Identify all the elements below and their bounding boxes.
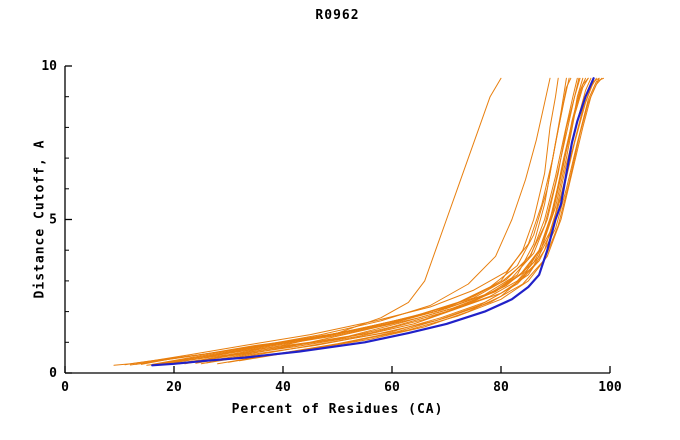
x-tick-label: 20 bbox=[166, 380, 182, 395]
model-line bbox=[157, 77, 567, 365]
model-line bbox=[113, 77, 559, 366]
y-tick-label: 10 bbox=[41, 59, 57, 74]
model-line bbox=[238, 77, 589, 362]
model-line bbox=[168, 77, 586, 365]
y-tick-label: 5 bbox=[49, 213, 57, 228]
x-axis-label: Percent of Residues (CA) bbox=[231, 402, 444, 417]
model-line bbox=[146, 77, 502, 366]
model-line bbox=[206, 77, 604, 364]
model-line bbox=[140, 77, 580, 365]
chart-title: R0962 bbox=[315, 8, 360, 23]
model-line bbox=[178, 77, 589, 365]
x-tick-label: 80 bbox=[493, 380, 509, 395]
model-line bbox=[135, 77, 570, 365]
model-line bbox=[184, 77, 592, 365]
model-line bbox=[217, 77, 603, 365]
x-tick-label: 40 bbox=[275, 380, 291, 395]
y-axis-label: Distance Cutoff, A bbox=[32, 139, 48, 299]
x-tick-label: 0 bbox=[61, 380, 69, 395]
x-tick-label: 60 bbox=[384, 380, 400, 395]
model-line bbox=[129, 77, 551, 366]
x-tick-label: 100 bbox=[598, 380, 622, 395]
model-line bbox=[151, 77, 578, 365]
highlighted-model-line bbox=[151, 77, 595, 367]
model-line bbox=[124, 77, 572, 366]
y-tick-label: 0 bbox=[49, 366, 57, 381]
model-line bbox=[162, 77, 581, 365]
